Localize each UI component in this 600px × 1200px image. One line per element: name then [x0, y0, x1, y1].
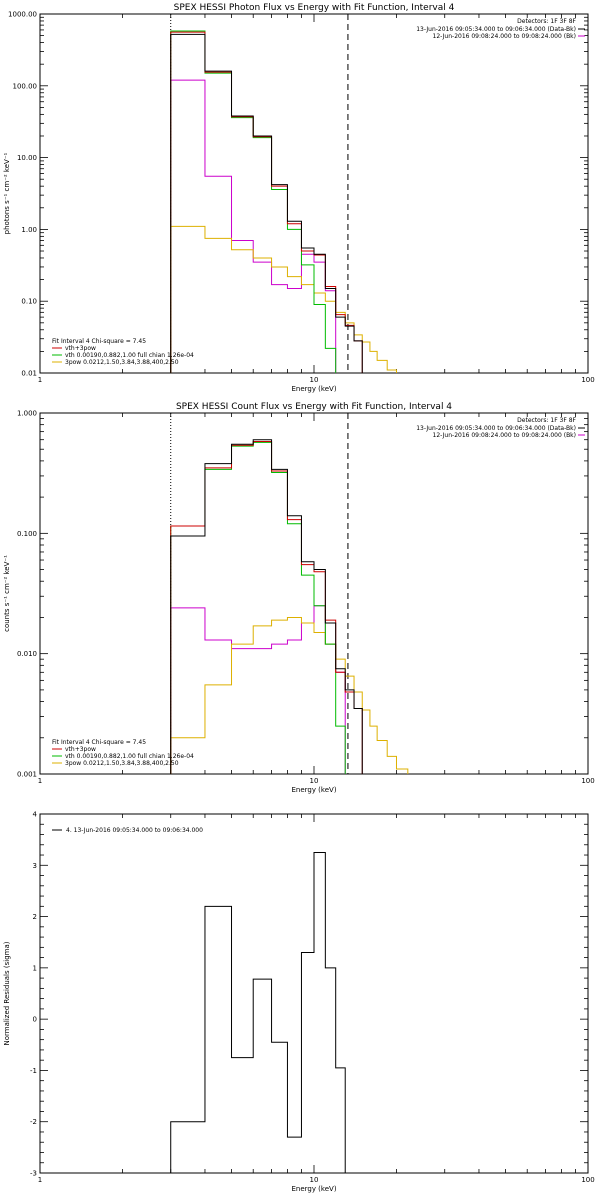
series-vth	[170, 30, 337, 373]
series-3pow	[170, 225, 397, 373]
x-tick-label: 100	[581, 376, 594, 384]
chart-title: SPEX HESSI Count Flux vs Energy with Fit…	[176, 402, 452, 412]
legend-bl-label: vth+3pow	[65, 746, 96, 753]
legend-bl-label: vth+3pow	[65, 345, 96, 352]
x-tick-label: 1	[38, 777, 42, 785]
series-group	[170, 851, 346, 1173]
y-tick-label: 0.001	[17, 771, 37, 779]
series-group	[170, 439, 409, 774]
chart-title: SPEX HESSI Photon Flux vs Energy with Fi…	[174, 3, 455, 13]
legend-bl-label: 3pow 0.0212,1.50,3.84,3.88,400,2.50	[65, 760, 179, 767]
series-bk	[170, 79, 337, 373]
y-tick-label: -3	[30, 1170, 37, 1178]
chart-1: SPEX HESSI Photon Flux vs Energy with Fi…	[3, 3, 595, 393]
y-tick-label: 100.00	[13, 82, 38, 90]
legend-tl-label: 4. 13-Jun-2016 09:05:34.000 to 09:06:34.…	[66, 827, 203, 834]
y-tick-label: 4	[33, 811, 38, 819]
x-tick-label: 10	[310, 1176, 319, 1184]
series-vth-3pow	[170, 31, 363, 373]
legend-bl-label: vth 0.00190,0.882,1.00 full chian 1.26e-…	[65, 352, 194, 359]
legend-fit-interval: Fit Interval 4 Chi-square = 7.45	[52, 338, 146, 345]
x-axis-label: Energy (keV)	[291, 786, 336, 794]
y-tick-label: 2	[33, 913, 37, 921]
y-tick-label: -2	[30, 1118, 37, 1126]
series-data-bk	[170, 33, 363, 373]
y-tick-label: 10.00	[17, 154, 37, 162]
legend-detectors: Detectors: 1F 3F 8F	[517, 417, 576, 424]
series-data-bk	[170, 439, 363, 774]
y-tick-label: 1	[33, 964, 37, 972]
series-4-13-jun-2016-09-05-34-000-to-09-06-34-000	[170, 851, 346, 1173]
x-tick-label: 10	[310, 777, 319, 785]
legend-bl-label: vth 0.00190,0.882,1.00 full chian 1.26e-…	[65, 753, 194, 760]
x-tick-label: 1	[38, 1176, 42, 1184]
y-tick-label: 1000.00	[8, 11, 37, 19]
series-vth-3pow	[170, 440, 363, 774]
x-tick-label: 100	[581, 777, 594, 785]
y-tick-label: 3	[33, 862, 37, 870]
x-tick-label: 10	[310, 376, 319, 384]
y-tick-label: -1	[30, 1067, 37, 1075]
y-tick-label: 0	[33, 1016, 37, 1024]
y-tick-label: 0.100	[17, 530, 37, 538]
x-axis-label: Energy (keV)	[291, 1185, 336, 1193]
legend-detectors: Detectors: 1F 3F 8F	[517, 18, 576, 25]
legend-tr-label: 13-Jun-2016 09:05:34.000 to 09:06:34.000…	[416, 425, 576, 432]
plot-frame	[39, 13, 589, 374]
legend-tr-label: 12-Jun-2016 09:08:24.000 to 09:08:24.000…	[433, 432, 576, 439]
legend-tr-label: 12-Jun-2016 09:08:24.000 to 09:08:24.000…	[433, 33, 576, 40]
y-tick-label: 0.010	[17, 650, 37, 658]
series-3pow	[170, 616, 409, 774]
chart-3: 1 10 100 -3 -2 -1 0 1 2 3 4 Energy (keV) Normalized …	[3, 811, 595, 1194]
y-tick-label: 0.10	[21, 298, 37, 306]
y-axis-label: photons s⁻¹ cm⁻² keV⁻¹	[3, 152, 11, 234]
x-tick-label: 1	[38, 376, 42, 384]
y-axis-label: Normalized Residuals (sigma)	[3, 941, 11, 1045]
series-group	[170, 30, 397, 373]
x-tick-label: 100	[581, 1176, 594, 1184]
y-tick-label: 1.000	[17, 410, 37, 418]
y-tick-label: 1.00	[21, 226, 37, 234]
legend-tr-label: 13-Jun-2016 09:05:34.000 to 09:06:34.000…	[416, 26, 576, 33]
y-axis-label: counts s⁻¹ cm⁻² keV⁻¹	[3, 555, 11, 632]
series-vth	[170, 441, 346, 774]
x-axis-label: Energy (keV)	[291, 385, 336, 393]
legend-bl-label: 3pow 0.0212,1.50,3.84,3.88,400,2.50	[65, 359, 179, 366]
legend-fit-interval: Fit Interval 4 Chi-square = 7.45	[52, 739, 146, 746]
chart-2: SPEX HESSI Count Flux vs Energy with Fit…	[3, 402, 595, 794]
y-tick-label: 0.01	[21, 370, 37, 378]
